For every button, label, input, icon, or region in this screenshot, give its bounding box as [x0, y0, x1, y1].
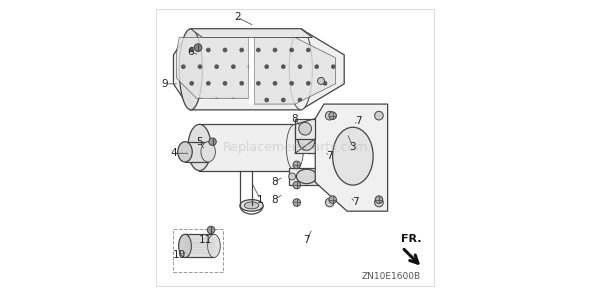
Text: 3: 3 — [350, 142, 356, 153]
Text: 8: 8 — [291, 114, 299, 124]
Text: 8: 8 — [271, 195, 278, 205]
Ellipse shape — [375, 196, 383, 203]
Ellipse shape — [178, 142, 192, 162]
Text: 7: 7 — [303, 235, 310, 245]
Ellipse shape — [333, 127, 373, 185]
Ellipse shape — [194, 44, 202, 51]
Ellipse shape — [289, 29, 312, 110]
Bar — [173, 229, 222, 272]
Ellipse shape — [201, 142, 215, 162]
Polygon shape — [295, 124, 318, 153]
Ellipse shape — [293, 199, 300, 206]
Polygon shape — [191, 29, 312, 37]
Text: 5: 5 — [196, 137, 203, 147]
Ellipse shape — [329, 112, 336, 119]
Text: 11: 11 — [199, 235, 212, 245]
Ellipse shape — [244, 202, 259, 209]
Text: 10: 10 — [173, 250, 186, 260]
Text: FR.: FR. — [401, 235, 421, 245]
Ellipse shape — [326, 111, 334, 120]
Ellipse shape — [179, 29, 202, 110]
Ellipse shape — [329, 196, 336, 203]
Ellipse shape — [326, 198, 334, 207]
Polygon shape — [162, 229, 394, 283]
Ellipse shape — [289, 173, 296, 180]
Polygon shape — [176, 37, 249, 98]
Polygon shape — [185, 234, 214, 258]
Ellipse shape — [317, 78, 324, 84]
Ellipse shape — [286, 124, 304, 171]
Polygon shape — [249, 37, 254, 104]
Ellipse shape — [375, 111, 384, 120]
Text: 4: 4 — [170, 148, 177, 158]
Polygon shape — [295, 119, 315, 139]
Text: 1: 1 — [257, 195, 264, 205]
Ellipse shape — [317, 173, 324, 180]
Ellipse shape — [298, 127, 315, 150]
Text: ZN10E1600B: ZN10E1600B — [362, 272, 421, 281]
Ellipse shape — [293, 161, 300, 169]
Polygon shape — [173, 29, 344, 110]
Text: 6: 6 — [188, 47, 194, 57]
Polygon shape — [254, 37, 336, 104]
Ellipse shape — [293, 181, 300, 189]
Ellipse shape — [179, 234, 191, 258]
Text: 7: 7 — [355, 117, 362, 127]
Ellipse shape — [188, 124, 211, 171]
Text: 7: 7 — [352, 197, 359, 207]
Ellipse shape — [296, 169, 317, 184]
Ellipse shape — [207, 226, 215, 234]
Ellipse shape — [209, 138, 217, 145]
Text: 9: 9 — [162, 79, 168, 89]
Polygon shape — [315, 104, 388, 211]
Text: Replacementparts.com: Replacementparts.com — [222, 141, 368, 154]
Text: 7: 7 — [326, 151, 333, 161]
Text: 8: 8 — [271, 177, 278, 187]
Polygon shape — [185, 142, 208, 162]
Ellipse shape — [375, 198, 384, 207]
Polygon shape — [289, 168, 324, 185]
Ellipse shape — [299, 122, 312, 135]
Ellipse shape — [208, 234, 220, 258]
Ellipse shape — [240, 200, 263, 211]
Polygon shape — [199, 124, 295, 171]
Polygon shape — [156, 9, 434, 286]
Text: 2: 2 — [234, 12, 240, 22]
